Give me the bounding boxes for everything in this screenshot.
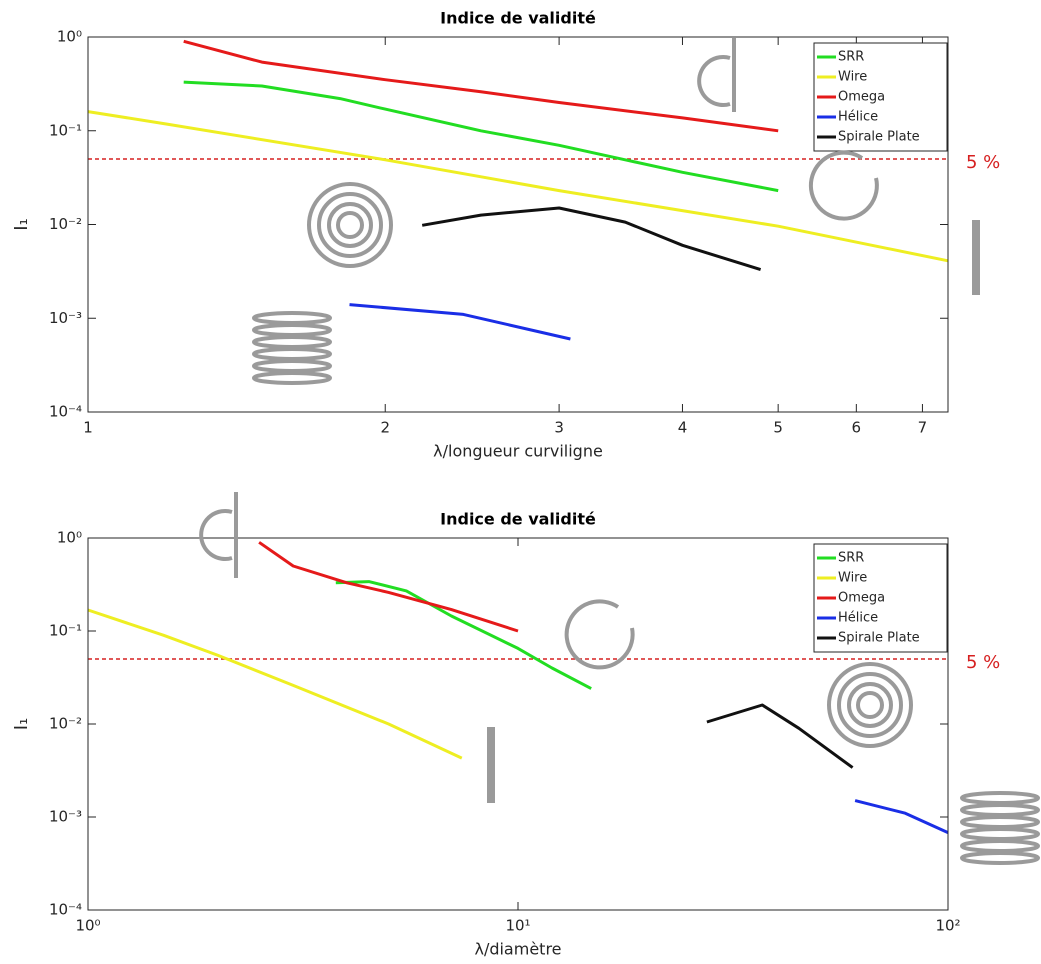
y-tick-label: 10⁻³ bbox=[49, 309, 82, 327]
series-line bbox=[421, 206, 762, 272]
chart: 10⁻⁴ 10⁻³ 10⁻² 10⁻¹ 10⁰ 10⁰ 10¹ 10² 5 % SRR Wire Om… bbox=[11, 510, 1000, 959]
y-tick-label: 10⁻¹ bbox=[49, 622, 82, 640]
legend-box bbox=[813, 543, 948, 653]
y-axis-label: I₁ bbox=[11, 718, 32, 731]
chart: 10⁻⁴ 10⁻³ 10⁻² 10⁻¹ 10⁰ 1 2 3 4 5 6 7 5 % SRR Wire Omeg… bbox=[11, 9, 1000, 461]
series-line bbox=[349, 303, 571, 341]
y-tick-label: 10⁻² bbox=[49, 715, 82, 733]
threshold-label: 5 % bbox=[966, 152, 1000, 173]
legend-label: SRR bbox=[838, 50, 864, 65]
axes-frame bbox=[87, 537, 949, 911]
legend-label: Spirale Plate bbox=[838, 130, 920, 145]
chart-title: Indice de validité bbox=[440, 9, 596, 28]
series-line bbox=[87, 608, 463, 760]
plot-area bbox=[88, 538, 948, 910]
legend-box bbox=[813, 42, 948, 152]
y-tick-label: 10⁻³ bbox=[49, 808, 82, 826]
threshold-label: 5 % bbox=[966, 652, 1000, 673]
y-tick-label: 10⁰ bbox=[57, 28, 82, 46]
illustrations bbox=[199, 38, 1040, 865]
coil-icon bbox=[960, 791, 1040, 865]
legend-label: Hélice bbox=[838, 611, 878, 626]
axes-frame bbox=[87, 36, 949, 413]
omega-icon bbox=[697, 38, 736, 112]
spiral-icon bbox=[827, 662, 913, 748]
legend-label: Spirale Plate bbox=[838, 631, 920, 646]
series-line bbox=[258, 541, 519, 633]
legend-label: Omega bbox=[838, 90, 885, 105]
spiral-icon bbox=[307, 182, 393, 268]
y-tick-label: 10⁰ bbox=[57, 529, 82, 547]
legend-label: Wire bbox=[838, 70, 867, 85]
x-tick-label: 5 bbox=[773, 419, 783, 437]
x-axis-label: λ/longueur curviligne bbox=[433, 442, 603, 461]
series-line bbox=[183, 39, 779, 133]
x-tick-label: 1 bbox=[83, 419, 93, 437]
x-tick-label: 2 bbox=[380, 419, 390, 437]
legend-label: SRR bbox=[838, 551, 864, 566]
series-line bbox=[335, 580, 592, 690]
series-line bbox=[706, 703, 854, 769]
ring-icon bbox=[808, 150, 879, 221]
y-tick-label: 10⁻⁴ bbox=[49, 403, 82, 421]
legend-label: Wire bbox=[838, 571, 867, 586]
wire-icon bbox=[487, 727, 495, 803]
x-tick-label: 4 bbox=[678, 419, 688, 437]
series-line bbox=[183, 80, 779, 193]
x-tick-label: 7 bbox=[918, 419, 928, 437]
x-axis-label: λ/diamètre bbox=[474, 940, 561, 959]
coil-icon bbox=[252, 311, 332, 385]
y-tick-label: 10⁻² bbox=[49, 215, 82, 233]
x-tick-label: 10⁰ bbox=[75, 917, 100, 935]
omega-icon bbox=[199, 492, 238, 578]
legend-label: Hélice bbox=[838, 110, 878, 125]
y-tick-label: 10⁻¹ bbox=[49, 121, 82, 139]
y-tick-label: 10⁻⁴ bbox=[49, 901, 82, 919]
x-tick-label: 6 bbox=[852, 419, 862, 437]
series-line bbox=[854, 799, 949, 834]
series-line bbox=[87, 110, 949, 263]
y-axis-label: I₁ bbox=[11, 218, 32, 231]
plot-area bbox=[88, 37, 948, 412]
x-tick-label: 10¹ bbox=[505, 917, 530, 935]
x-tick-label: 3 bbox=[554, 419, 564, 437]
wire-icon bbox=[972, 220, 980, 295]
chart-title: Indice de validité bbox=[440, 510, 596, 529]
x-tick-label: 10² bbox=[935, 917, 960, 935]
legend-label: Omega bbox=[838, 591, 885, 606]
ring-icon bbox=[564, 599, 635, 670]
